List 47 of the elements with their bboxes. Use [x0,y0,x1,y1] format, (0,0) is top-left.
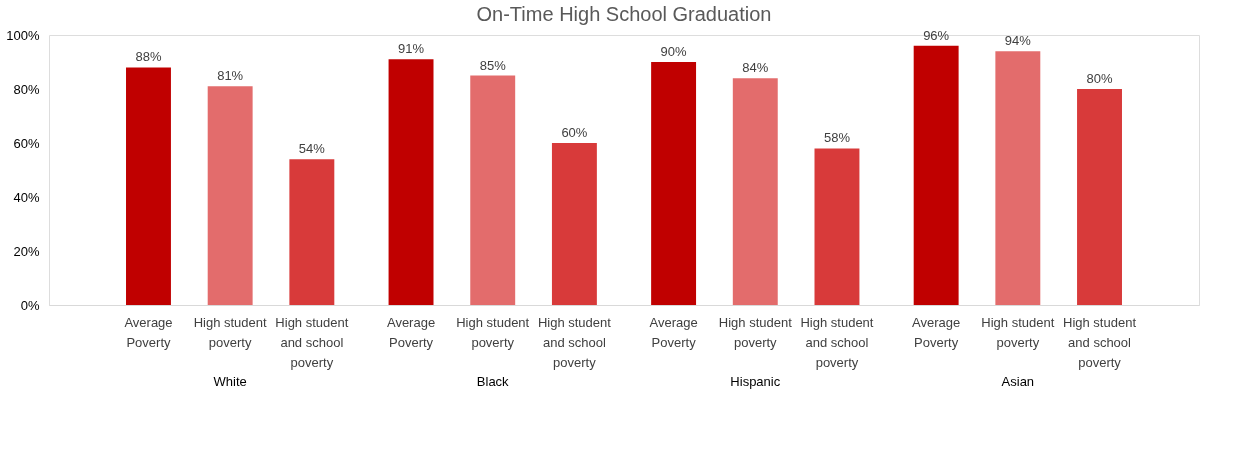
series-label: Average Poverty [124,315,173,350]
data-label: 96% [923,27,950,43]
data-label: 85% [479,57,507,73]
data-label: 60% [561,125,588,140]
bar [551,143,597,305]
y-tick-label: 60% [13,135,40,151]
data-label: 84% [742,60,769,76]
bar [913,45,959,305]
data-label: 81% [217,68,244,84]
text: High student poverty [718,315,792,350]
text: Average Poverty [912,315,961,350]
y-tick-label: 20% [13,243,40,259]
x-tick-label: Black [476,373,510,389]
x-tick-label: White [213,373,247,389]
bar [814,148,860,305]
y-tick-label: 0% [20,297,40,313]
text: High student and school poverty [275,315,349,370]
series-label: High student poverty [981,315,1055,350]
text: Average Poverty [649,315,698,350]
data-label: 90% [660,44,688,59]
text: High student poverty [456,315,530,350]
data-label: 58% [823,130,851,146]
chart-title: On-Time High School Graduation [476,3,772,25]
data-label: 88% [135,49,162,65]
bar [651,62,697,305]
x-tick-label: Hispanic [730,373,781,389]
bar [470,75,516,305]
text: High student and school poverty [800,315,874,370]
data-label: 94% [1004,33,1032,49]
text: High student and school poverty [1063,315,1137,370]
x-tick-label: Asian [1001,373,1035,389]
bar [388,59,434,305]
bar [1077,89,1122,305]
text: Average Poverty [386,315,436,350]
y-tick-label: 80% [13,81,40,97]
bar [289,159,335,305]
data-label: 54% [298,141,326,157]
series-label: High student and school poverty [537,315,612,370]
y-tick-label: 40% [13,189,40,205]
data-label: 80% [1086,71,1113,86]
bar [207,86,253,305]
bar [126,67,171,305]
bar [732,78,778,305]
y-tick-label: 100% [6,27,40,43]
text: High student poverty [193,315,267,350]
data-label: 91% [398,41,425,57]
bar [995,51,1041,305]
